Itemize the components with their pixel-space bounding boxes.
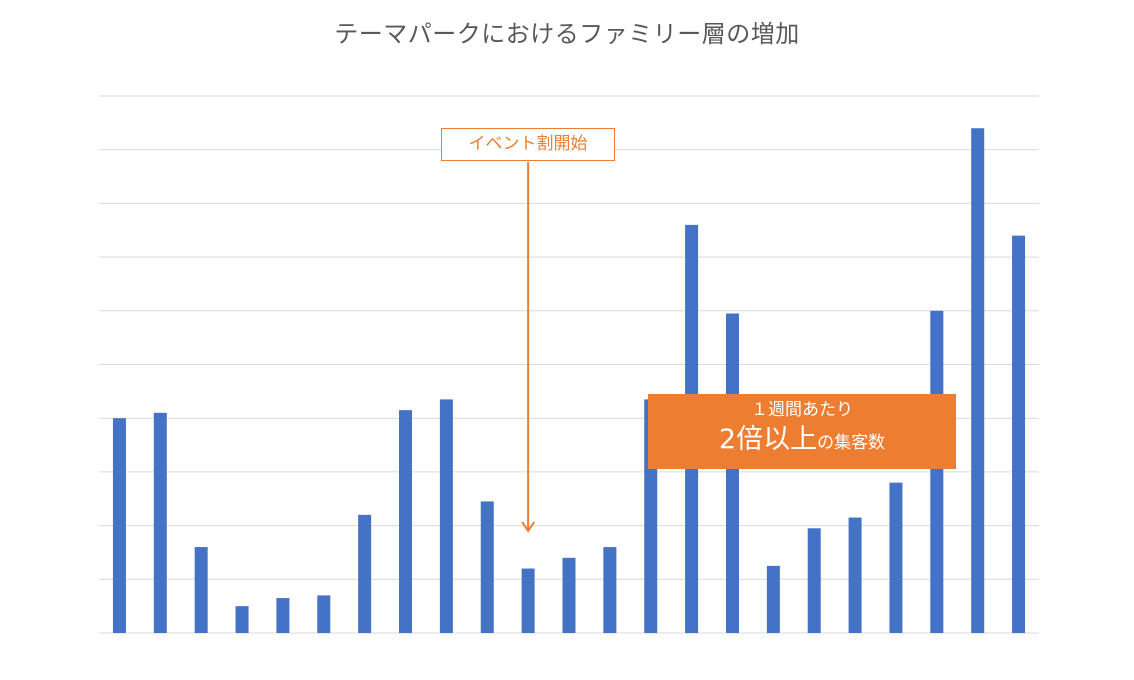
bar xyxy=(276,598,290,633)
bar xyxy=(235,606,249,633)
bar xyxy=(848,517,862,633)
callout-visitors-text: の集客数 xyxy=(817,433,886,453)
event-start-annotation: イベント割開始 xyxy=(441,128,615,161)
bar xyxy=(930,310,944,633)
bar xyxy=(603,547,617,633)
event-arrow xyxy=(521,162,535,533)
callout-weekly-label: １週間あたり xyxy=(751,400,853,420)
bar xyxy=(807,528,821,633)
bar xyxy=(317,595,331,633)
bars xyxy=(112,128,1026,633)
event-arrow-head xyxy=(521,521,535,533)
growth-callout: １週間あたり 2倍以上の集客数 xyxy=(648,394,956,469)
bar xyxy=(112,418,126,633)
bar xyxy=(153,412,167,633)
bar xyxy=(439,399,453,633)
bar xyxy=(562,557,576,633)
bar xyxy=(358,514,372,633)
bar xyxy=(194,547,208,633)
bar xyxy=(725,313,739,633)
bar xyxy=(971,128,985,633)
chart-title: テーマパークにおけるファミリー層の増加 xyxy=(334,20,800,48)
callout-main-text: 2倍以上の集客数 xyxy=(648,422,956,461)
bar xyxy=(480,501,494,633)
callout-double-text: 2倍以上 xyxy=(718,424,818,455)
bar xyxy=(889,482,903,633)
bar xyxy=(766,565,780,633)
bar xyxy=(399,410,413,633)
bar xyxy=(1012,235,1026,633)
bar xyxy=(521,568,535,633)
